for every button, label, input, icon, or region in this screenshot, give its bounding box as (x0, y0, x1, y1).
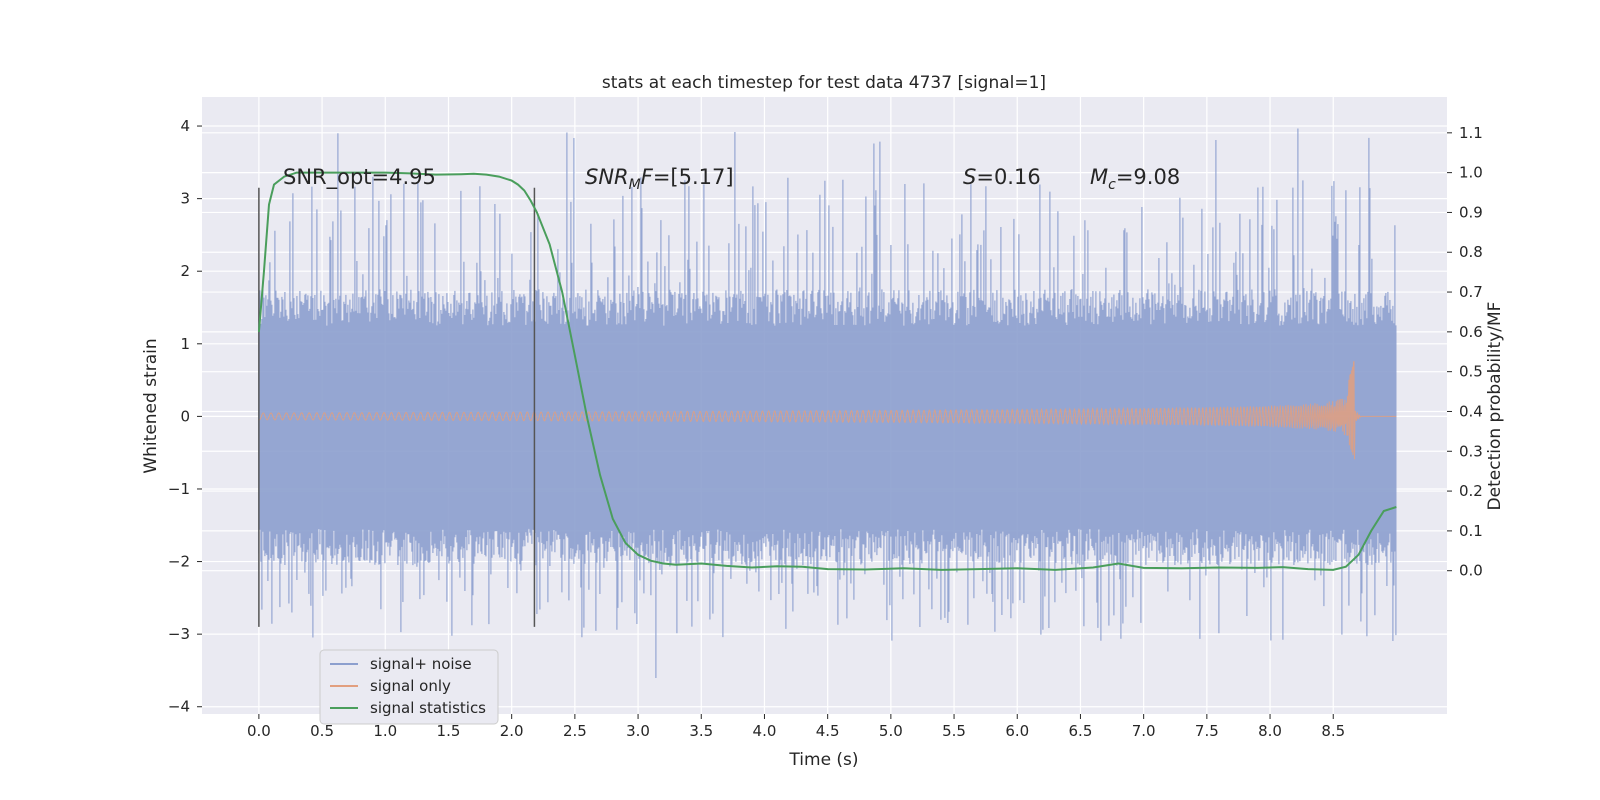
y-tick-label: 2 (180, 262, 190, 280)
x-tick-label: 4.0 (753, 722, 777, 740)
legend-label-signal-noise: signal+ noise (370, 655, 472, 673)
legend-box (319, 649, 499, 725)
y-right-tick-label: 1.1 (1459, 124, 1483, 142)
y-tick-label: 4 (180, 117, 190, 135)
annotations: SNR_opt=4.95 SNRMF=[5.17] S=0.16 Mc=9.08 (283, 165, 1180, 193)
chart-title: stats at each timestep for test data 473… (602, 73, 1046, 93)
x-axis-label: Time (s) (788, 750, 858, 770)
x-axis: 0.0 0.5 1.0 1.5 2.0 2.5 3.0 3.5 4.0 4.5 5.0 5.5 6.0 6… (247, 714, 1345, 740)
y-tick-label: 0 (180, 407, 190, 425)
x-tick-label: 6.0 (1005, 722, 1029, 740)
y-axis-label: Whitened strain (141, 338, 161, 473)
x-tick-label: 8.0 (1258, 722, 1282, 740)
y-tick-label: 1 (180, 335, 190, 353)
statistics-line (257, 171, 1397, 571)
y-right-tick-label: 0.6 (1459, 323, 1483, 341)
y-tick-label: 3 (180, 190, 190, 208)
annotation-snr-opt: SNR_opt=4.95 (283, 165, 436, 190)
signal-trace (258, 360, 1397, 460)
y-tick-label: −1 (168, 480, 190, 498)
y-right-tick-label: 0.3 (1459, 442, 1483, 460)
y-axis-left: 4 3 2 1 0 −1 −2 −3 −4 (168, 117, 202, 716)
y-right-tick-label: 0.8 (1459, 243, 1483, 261)
y-right-tick-label: 0.0 (1459, 562, 1483, 580)
series-signal-only (258, 360, 1397, 460)
annotation-mc: Mc=9.08 (1090, 165, 1180, 193)
x-tick-label: 3.0 (626, 722, 650, 740)
y-tick-label: −4 (168, 698, 190, 716)
x-tick-label: 7.0 (1132, 722, 1156, 740)
y-right-tick-label: 1.0 (1459, 164, 1483, 182)
x-tick-label: 8.5 (1321, 722, 1345, 740)
x-tick-label: 4.5 (816, 722, 840, 740)
annotation-snr-mf: SNRMF=[5.17] (585, 165, 734, 193)
y-right-tick-label: 0.9 (1459, 203, 1483, 221)
x-tick-label: 2.5 (563, 722, 587, 740)
x-tick-label: 0.5 (310, 722, 334, 740)
x-tick-label: 2.0 (500, 722, 524, 740)
x-tick-label: 6.5 (1069, 722, 1093, 740)
vertical-markers (258, 187, 536, 627)
legend: signal+ noise signal only signal statist… (319, 649, 499, 725)
y-right-tick-label: 0.2 (1459, 482, 1483, 500)
x-tick-label: 1.0 (373, 722, 397, 740)
x-tick-label: 0.0 (247, 722, 271, 740)
y-right-tick-label: 0.5 (1459, 363, 1483, 381)
y-tick-label: −2 (168, 553, 190, 571)
y-right-tick-label: 0.1 (1459, 522, 1483, 540)
series-signal-statistics (257, 171, 1397, 571)
x-tick-label: 5.0 (879, 722, 903, 740)
annotation-s: S=0.16 (963, 165, 1041, 189)
y-right-tick-label: 0.7 (1459, 283, 1483, 301)
legend-label-signal-only: signal only (370, 677, 451, 695)
y-axis-right-label: Detection probability/MF (1485, 302, 1505, 511)
x-tick-label: 1.5 (437, 722, 461, 740)
y-right-tick-label: 0.4 (1459, 402, 1483, 420)
x-tick-label: 5.5 (942, 722, 966, 740)
x-tick-label: 7.5 (1195, 722, 1219, 740)
y-tick-label: −3 (168, 625, 190, 643)
y-axis-right: 1.1 1.0 0.9 0.8 0.7 0.6 0.5 0.4 0.3 0.2 0.1 0.0 (1447, 124, 1483, 580)
legend-label-signal-statistics: signal statistics (370, 699, 486, 717)
x-tick-label: 3.5 (689, 722, 713, 740)
